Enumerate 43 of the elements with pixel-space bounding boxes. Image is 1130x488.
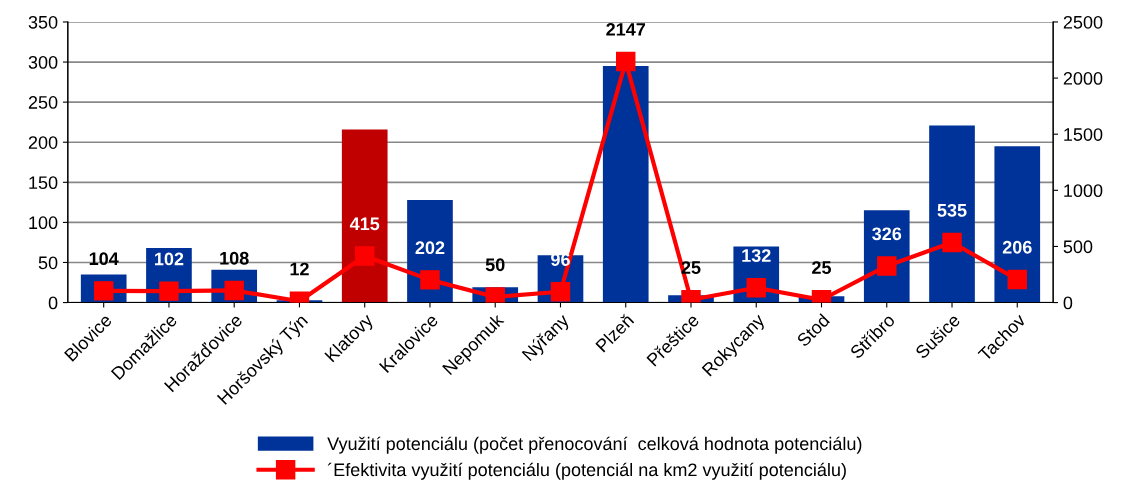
data-label: 12 bbox=[290, 262, 309, 276]
y2-tick-label: 1500 bbox=[1064, 128, 1103, 141]
point bbox=[1007, 269, 1027, 290]
data-label: 25 bbox=[812, 261, 832, 274]
data-label: 206 bbox=[1002, 240, 1032, 254]
y2-tick-label: 2500 bbox=[1063, 15, 1103, 29]
data-label: 104 bbox=[89, 252, 119, 266]
y2-tick-label: 1000 bbox=[1064, 184, 1103, 198]
point bbox=[354, 246, 375, 266]
bar bbox=[341, 129, 388, 303]
bar bbox=[602, 66, 649, 303]
y-tick-label: 250 bbox=[28, 96, 58, 109]
point bbox=[550, 282, 571, 302]
data-label: 102 bbox=[155, 252, 184, 266]
data-label: 108 bbox=[220, 251, 249, 265]
y2-tick-label: 2000 bbox=[1063, 72, 1103, 85]
y-tick-label: 150 bbox=[29, 176, 58, 190]
point bbox=[616, 51, 636, 72]
y2-tick-label: 500 bbox=[1063, 240, 1093, 254]
point bbox=[942, 232, 962, 253]
legend-label: Využití potenciálu (počet přenocování celková hodnota potenciálu) bbox=[327, 436, 862, 454]
y-tick-label: 0 bbox=[48, 296, 58, 310]
y-tick-label: 200 bbox=[28, 136, 58, 149]
point bbox=[420, 270, 440, 290]
data-label: 2147 bbox=[606, 23, 646, 36]
point bbox=[877, 256, 897, 276]
y-tick-label: 300 bbox=[28, 55, 58, 69]
data-label: 50 bbox=[485, 258, 505, 272]
data-label: 535 bbox=[937, 203, 967, 217]
data-label: 202 bbox=[415, 241, 445, 255]
point bbox=[746, 278, 766, 298]
y2-tick-label: 0 bbox=[1063, 296, 1073, 310]
bar bbox=[994, 146, 1041, 303]
y-tick-label: 100 bbox=[29, 216, 58, 230]
data-label: 415 bbox=[349, 217, 380, 231]
legend-label: ´Efektivita využití potenciálu (potenciál na km2 využití potenciálu) bbox=[327, 462, 846, 480]
point bbox=[159, 281, 179, 301]
y-tick-label: 350 bbox=[28, 15, 58, 29]
data-label: 326 bbox=[872, 227, 902, 241]
bar bbox=[929, 125, 975, 303]
point bbox=[485, 287, 505, 303]
y-tick-label: 50 bbox=[38, 256, 58, 270]
data-label: 132 bbox=[742, 249, 771, 262]
